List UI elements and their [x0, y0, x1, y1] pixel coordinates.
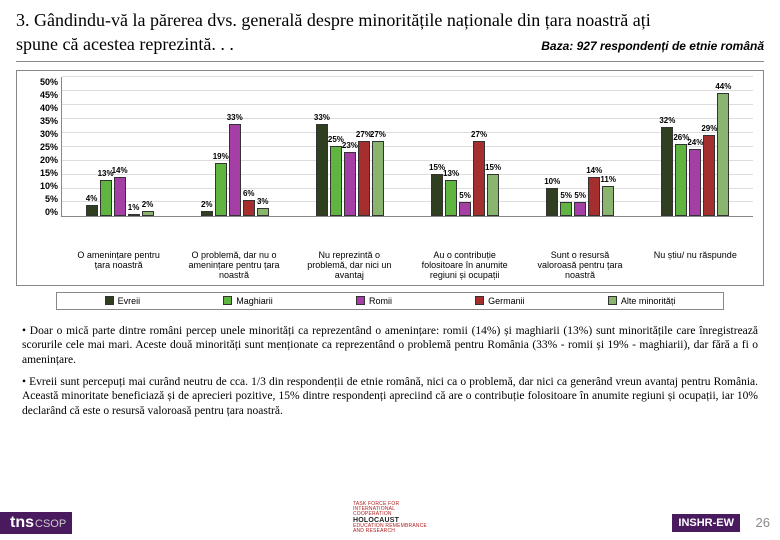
analysis-text: • Doar o mică parte dintre români percep… [22, 324, 758, 418]
legend-item: Alte minorități [608, 296, 676, 306]
inshr-logo: INSHR-EW [672, 514, 740, 532]
question-title: 3. Gândindu-vă la părerea dvs. generală … [16, 8, 764, 32]
y-axis: 50%45%40%35%30%25%20%15%10%5%0% [27, 77, 61, 217]
title-area: 3. Gândindu-vă la părerea dvs. generală … [16, 8, 764, 62]
legend-item: Germanii [475, 296, 525, 306]
legend-item: Maghiarii [223, 296, 273, 306]
base-text: Baza: 927 respondenți de etnie română [541, 39, 764, 53]
bar-group: 32%26%24%29%44% [661, 93, 729, 216]
bar-group: 4%13%14%1%2% [86, 177, 154, 216]
legend-item: Romii [356, 296, 392, 306]
bar-group: 2%19%33%6%3% [201, 124, 269, 216]
page-number: 26 [756, 515, 770, 530]
bar-group: 33%25%23%27%27% [316, 124, 384, 216]
question-subtitle: spune că acestea reprezintă. . . [16, 34, 234, 55]
legend: Evreii Maghiarii Romii Germanii Alte minorit… [56, 292, 724, 310]
x-axis-labels: O amenințare pentru țara noastrăO proble… [61, 251, 753, 281]
footer: tnsCSOP TASK FORCE FORINTERNATIONALCOOPE… [0, 500, 780, 540]
tns-logo: tnsCSOP [0, 512, 72, 534]
bar-group: 15%13%5%27%15% [431, 141, 499, 217]
plot-area: 4%13%14%1%2% 2%19%33%6%3% 33%25%23%27%27% 1… [61, 77, 753, 217]
legend-item: Evreii [105, 296, 141, 306]
taskforce-logo: TASK FORCE FORINTERNATIONALCOOPERATION H… [353, 502, 427, 534]
chart-container: 50%45%40%35%30%25%20%15%10%5%0% 4%13%14%… [16, 70, 764, 286]
bar-group: 10%5%5%14%11% [546, 177, 614, 216]
